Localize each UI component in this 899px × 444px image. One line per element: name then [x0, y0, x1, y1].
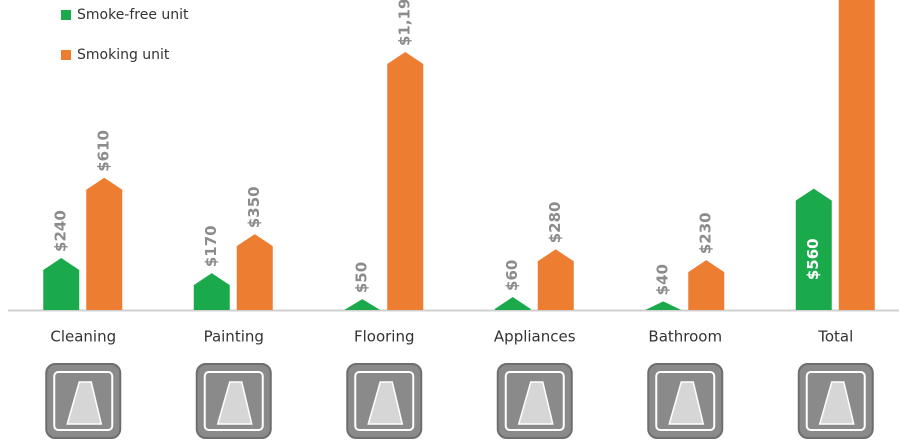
icon-glyph	[216, 381, 253, 425]
bar	[86, 177, 123, 310]
value-label: $560	[804, 238, 822, 280]
value-label: $40	[654, 264, 672, 295]
bar	[494, 296, 531, 310]
category-icon	[797, 363, 874, 439]
bar	[193, 273, 230, 310]
value-label: $60	[503, 260, 521, 291]
category-icon	[496, 363, 573, 439]
value-label: $1,190	[396, 0, 414, 46]
value-label: $50	[353, 262, 371, 293]
legend-label: Smoking unit	[77, 47, 170, 63]
value-label: $170	[202, 225, 220, 267]
icon-glyph	[818, 381, 855, 425]
value-label: $280	[546, 202, 564, 244]
icon-inner	[354, 371, 415, 431]
category-icon	[647, 363, 724, 439]
icon-glyph	[66, 381, 103, 425]
legend-swatch	[61, 50, 71, 60]
x-tick-label: Flooring	[354, 328, 415, 346]
value-label: $240	[52, 210, 70, 252]
x-tick-label: Painting	[204, 328, 264, 346]
icon-inner	[655, 371, 716, 431]
icon-inner	[53, 371, 114, 431]
icon-glyph	[668, 381, 705, 425]
bar	[645, 301, 682, 310]
category-icon	[195, 363, 272, 439]
x-tick-label: Bathroom	[648, 328, 722, 346]
icon-inner	[504, 371, 565, 431]
icon-glyph	[367, 381, 404, 425]
bar	[838, 0, 875, 310]
bar	[43, 257, 80, 310]
value-label: $610	[95, 130, 113, 172]
category-icon	[346, 363, 423, 439]
x-tick-label: Total	[817, 328, 853, 346]
value-label: $230	[697, 212, 715, 254]
icon-inner	[203, 371, 264, 431]
icon-inner	[805, 371, 866, 431]
category-icon	[45, 363, 122, 439]
legend-swatch	[61, 10, 71, 20]
icon-glyph	[517, 381, 554, 425]
bar	[387, 52, 424, 310]
bar	[236, 234, 273, 310]
bar	[688, 260, 725, 310]
x-tick-label: Cleaning	[50, 328, 116, 346]
value-label: $350	[245, 186, 263, 228]
bar	[537, 249, 574, 310]
legend-label: Smoke-free unit	[77, 7, 189, 23]
x-tick-label: Appliances	[494, 328, 576, 346]
bar	[344, 299, 381, 310]
bar	[795, 188, 832, 310]
